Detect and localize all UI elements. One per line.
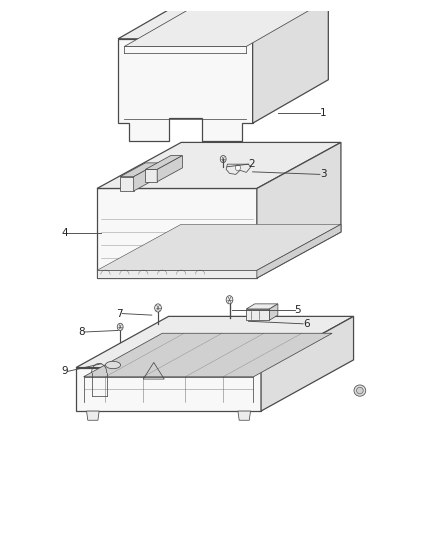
Polygon shape <box>97 142 341 189</box>
Text: 4: 4 <box>61 228 67 238</box>
Polygon shape <box>124 7 314 46</box>
Polygon shape <box>76 368 261 411</box>
Ellipse shape <box>354 385 366 396</box>
Polygon shape <box>145 156 182 169</box>
Text: 8: 8 <box>78 327 85 337</box>
Polygon shape <box>76 317 353 368</box>
Polygon shape <box>257 224 341 278</box>
Polygon shape <box>120 176 134 191</box>
Text: 7: 7 <box>116 309 122 319</box>
Ellipse shape <box>106 361 120 369</box>
Polygon shape <box>87 411 99 420</box>
Polygon shape <box>97 270 257 278</box>
Text: 1: 1 <box>320 108 327 118</box>
Polygon shape <box>238 411 251 420</box>
Circle shape <box>117 324 123 330</box>
Polygon shape <box>261 317 353 411</box>
Circle shape <box>220 156 226 163</box>
Polygon shape <box>246 304 278 309</box>
Circle shape <box>155 304 161 312</box>
Circle shape <box>226 296 233 304</box>
Polygon shape <box>246 309 269 320</box>
Circle shape <box>235 165 240 171</box>
Text: 9: 9 <box>61 366 67 376</box>
Polygon shape <box>226 164 251 174</box>
Polygon shape <box>134 163 159 191</box>
Polygon shape <box>257 142 341 278</box>
Polygon shape <box>84 333 332 377</box>
Polygon shape <box>157 156 182 182</box>
Polygon shape <box>253 0 328 123</box>
Polygon shape <box>269 304 278 320</box>
Polygon shape <box>97 189 257 278</box>
Ellipse shape <box>357 387 363 394</box>
Text: 6: 6 <box>303 319 310 329</box>
Polygon shape <box>120 163 159 176</box>
Polygon shape <box>145 169 157 182</box>
Polygon shape <box>118 0 328 39</box>
Polygon shape <box>118 39 253 141</box>
Text: 5: 5 <box>295 305 301 315</box>
Text: 2: 2 <box>248 159 255 169</box>
Polygon shape <box>97 224 341 270</box>
Text: 3: 3 <box>320 169 327 180</box>
